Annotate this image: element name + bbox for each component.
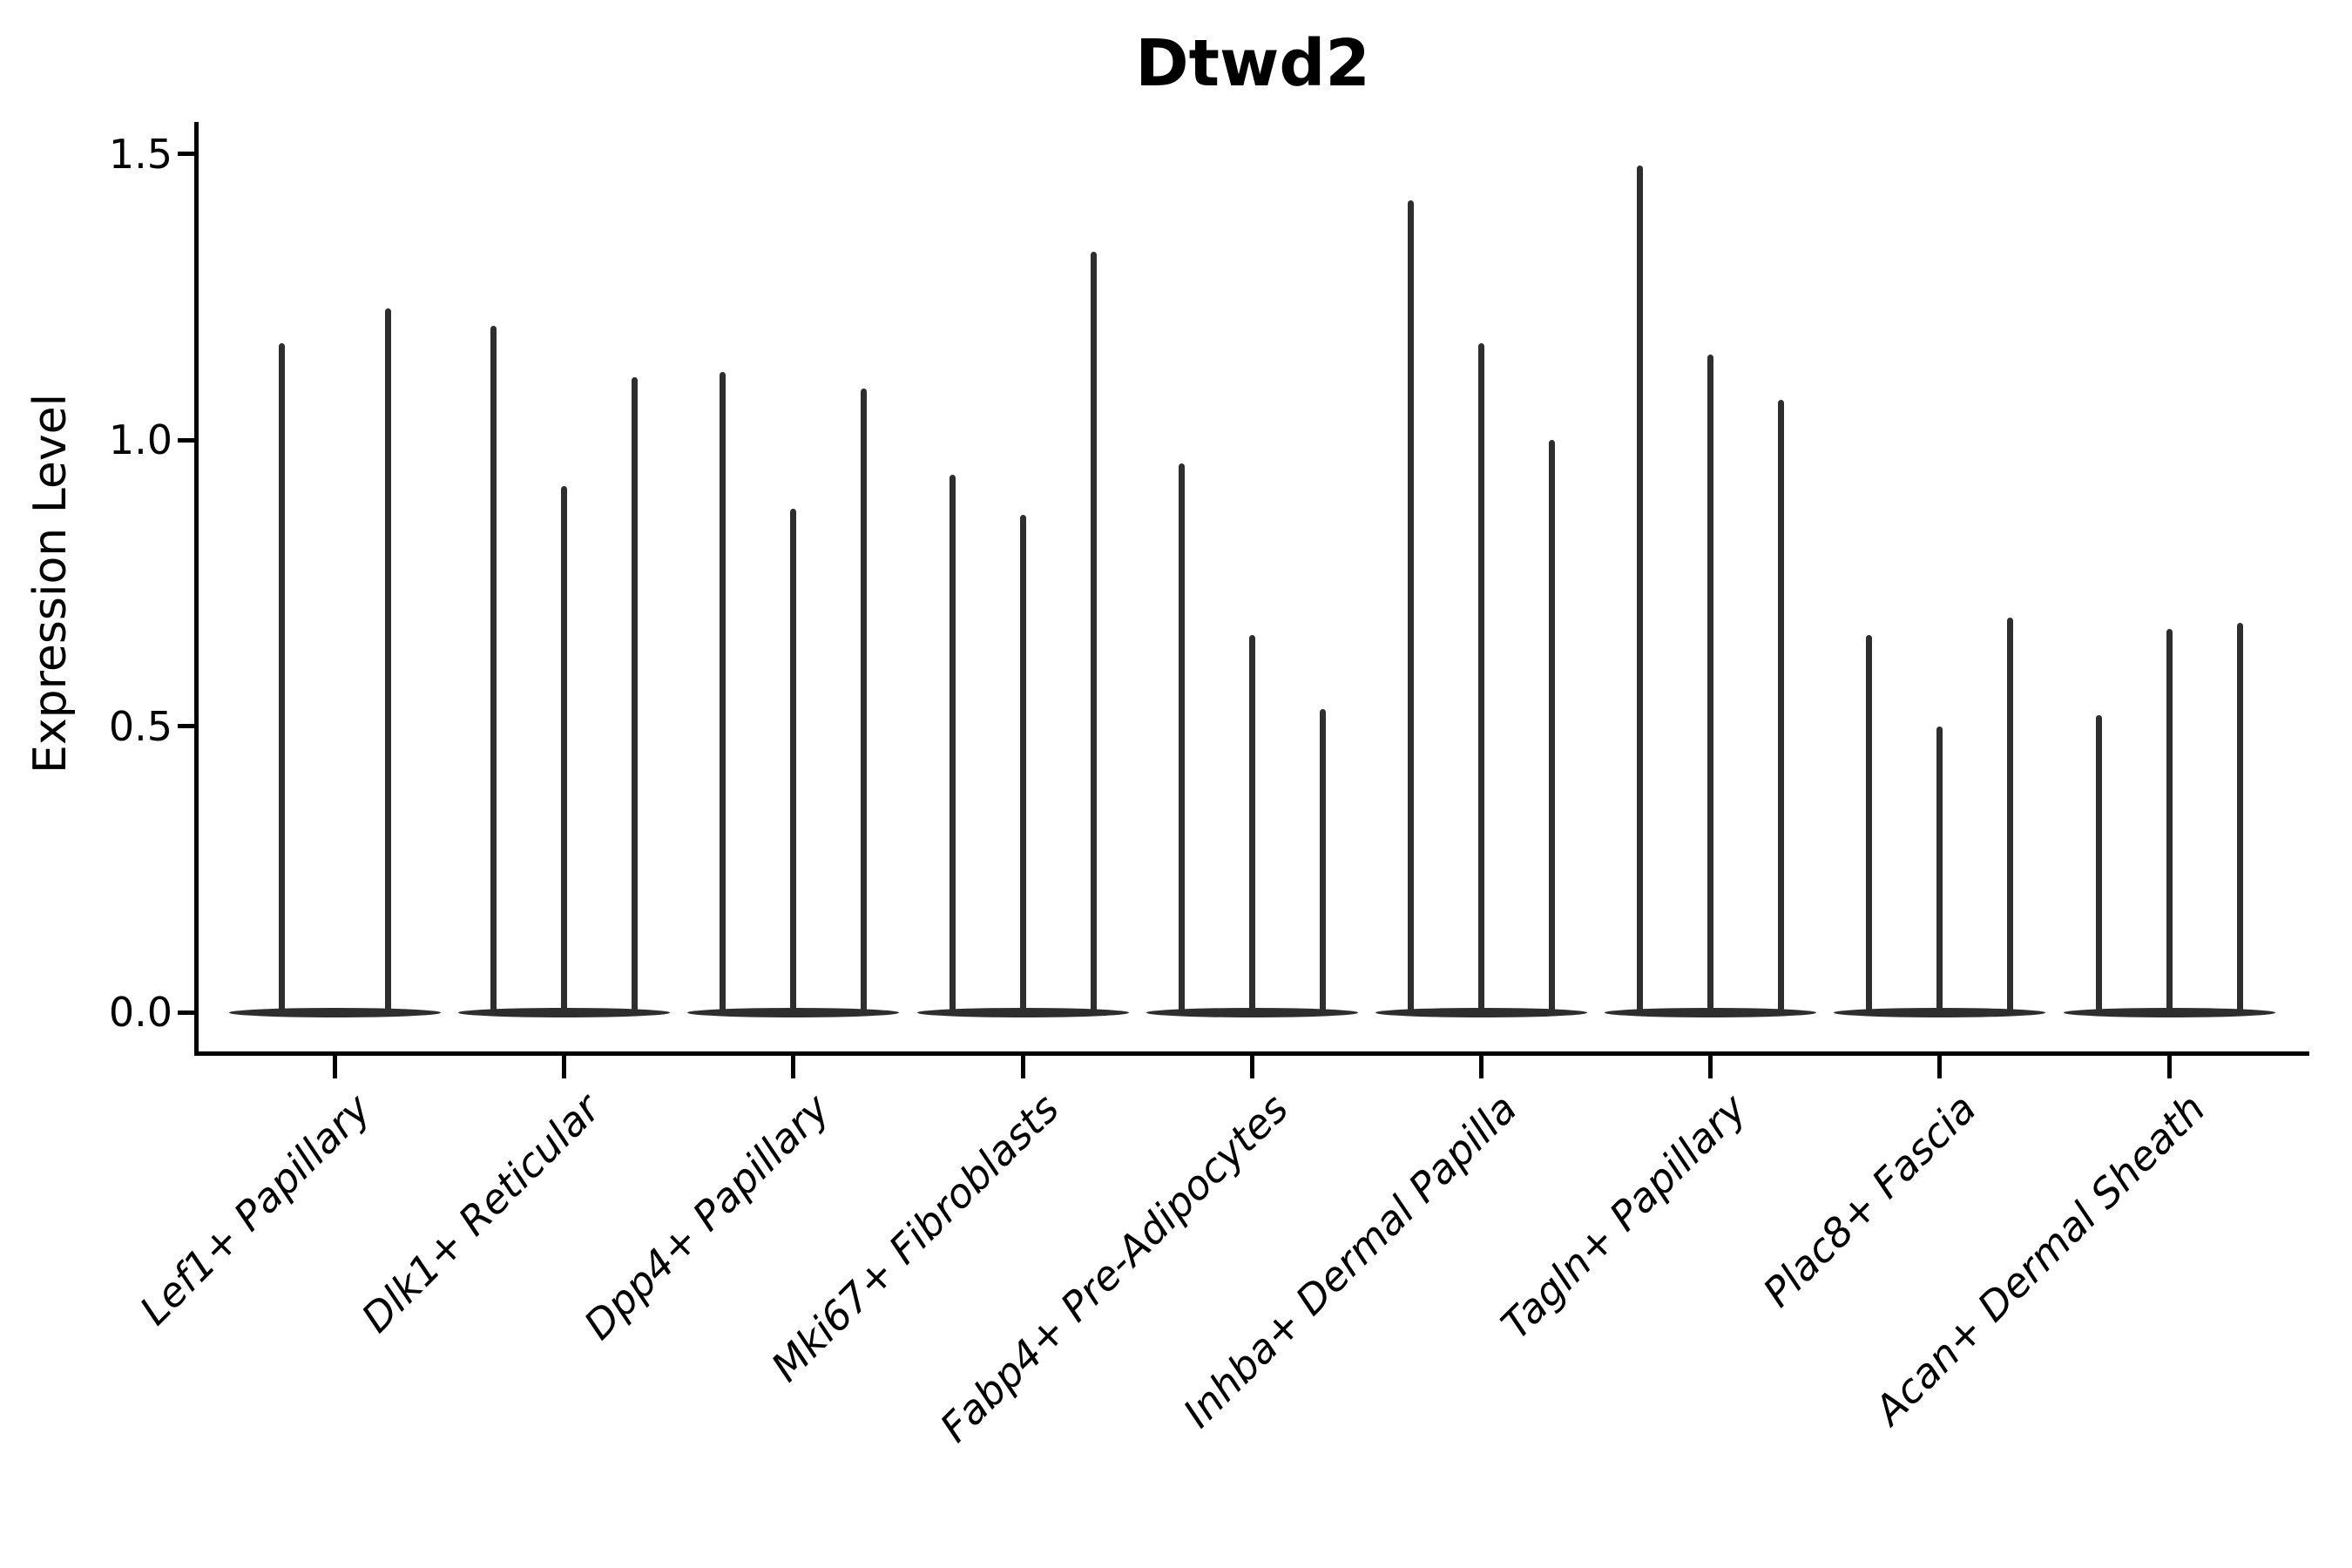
x-tick	[1249, 1056, 1254, 1078]
plot-title: Dtwd2	[1135, 26, 1370, 101]
y-tick	[178, 1010, 194, 1015]
y-tick-label: 1.0	[108, 416, 172, 464]
violin-spike	[1637, 166, 1644, 1012]
y-tick	[178, 724, 194, 729]
x-tick	[1708, 1056, 1713, 1078]
x-tick-label: Tagln+ Papillary	[1491, 1085, 1756, 1348]
y-tick	[178, 437, 194, 443]
violin-spike	[1019, 514, 1026, 1012]
x-tick	[1937, 1056, 1943, 1078]
violin-spike	[632, 377, 639, 1012]
violin-base	[1605, 1007, 1817, 1017]
violin-base	[1375, 1007, 1587, 1017]
x-tick	[1479, 1056, 1484, 1078]
violin-spike	[1707, 354, 1714, 1012]
violin-spike	[2095, 714, 2102, 1012]
x-tick	[333, 1056, 337, 1078]
violin-spike	[2007, 617, 2014, 1012]
violin-spike	[1319, 708, 1326, 1012]
y-axis-spine	[194, 122, 199, 1056]
y-tick	[178, 152, 194, 157]
violin-spike	[1248, 634, 1255, 1012]
y-tick-label: 0.5	[108, 702, 172, 750]
violin-spike	[949, 474, 956, 1012]
x-tick-label: Dlk1+ Reticular	[352, 1085, 610, 1342]
x-tick	[2166, 1056, 2172, 1078]
violin-spike	[1478, 342, 1484, 1012]
x-tick-label: Lef1+ Papillary	[131, 1085, 380, 1335]
violin-spike	[490, 325, 497, 1012]
violin-spike	[1936, 726, 1943, 1012]
x-tick-label: Plac8+ Fascia	[1753, 1085, 1985, 1316]
violin-spike	[1090, 251, 1097, 1012]
violin-spike	[1549, 440, 1555, 1012]
y-tick-label: 1.5	[108, 130, 172, 178]
violin-spike	[1778, 400, 1785, 1012]
violin-spike	[790, 509, 797, 1012]
violin-spike	[720, 371, 727, 1012]
violin-base	[229, 1007, 441, 1017]
violin-base	[458, 1007, 671, 1017]
violin-spike	[279, 342, 286, 1012]
x-tick	[791, 1056, 796, 1078]
x-tick	[1020, 1056, 1025, 1078]
violin-spike	[1408, 199, 1414, 1012]
violin-spike	[2166, 629, 2173, 1012]
violin-spike	[1866, 634, 1873, 1012]
x-tick-label: Dpp4+ Papillary	[574, 1085, 839, 1348]
violin-spike	[1178, 463, 1185, 1012]
violin-base	[1834, 1007, 2046, 1017]
violin-base	[687, 1007, 900, 1017]
violin-base	[916, 1007, 1129, 1017]
x-axis-spine	[194, 1051, 2309, 1056]
violin-base	[1146, 1007, 1358, 1017]
violin-spike	[861, 389, 868, 1012]
violin-base	[2063, 1007, 2275, 1017]
violin-spike	[561, 485, 568, 1012]
x-tick	[562, 1056, 567, 1078]
violin-spike	[2236, 623, 2243, 1012]
y-tick-label: 0.0	[108, 989, 172, 1036]
violin-spike	[384, 308, 391, 1012]
